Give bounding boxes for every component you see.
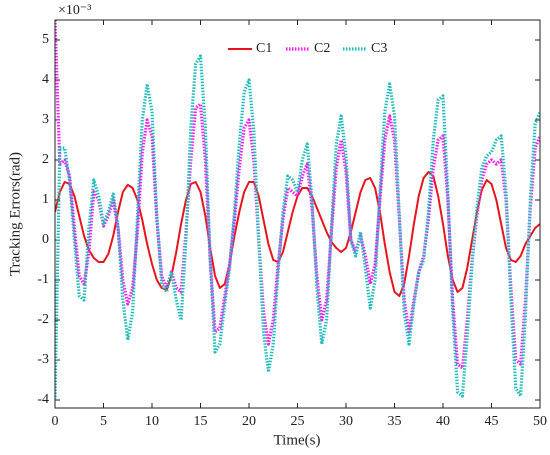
legend-label: C3: [371, 41, 387, 56]
y-tick-label: 3: [42, 112, 49, 127]
y-axis-label: Tracking Errors(rad): [7, 152, 23, 276]
series-line: [55, 20, 540, 370]
x-tick-label: 50: [533, 414, 547, 429]
x-tick-label: 5: [100, 414, 107, 429]
x-tick-label: 10: [145, 414, 159, 429]
y-tick-label: -2: [37, 312, 49, 327]
y-tick-label: 1: [42, 192, 49, 207]
y-tick-label: -4: [37, 392, 49, 407]
y-tick-label: 2: [42, 152, 49, 167]
x-tick-label: 0: [52, 414, 59, 429]
y-tick-label: -3: [37, 352, 49, 367]
x-axis-label: Time(s): [274, 432, 321, 448]
legend-label: C2: [314, 41, 330, 56]
y-tick-label: 4: [42, 72, 49, 87]
x-tick-label: 40: [436, 414, 450, 429]
axis-multiplier: ×10⁻³: [58, 3, 91, 18]
y-tick-label: 5: [42, 32, 49, 47]
x-tick-label: 45: [485, 414, 499, 429]
legend-label: C1: [256, 41, 272, 56]
y-tick-label: 0: [42, 232, 49, 247]
plot-frame: [54, 19, 541, 409]
y-tick-label: -1: [37, 272, 49, 287]
x-tick-label: 25: [291, 414, 305, 429]
x-tick-label: 15: [194, 414, 208, 429]
series-line: [55, 171, 540, 297]
x-tick-label: 20: [242, 414, 256, 429]
x-tick-label: 30: [339, 414, 353, 429]
x-tick-label: 35: [388, 414, 402, 429]
